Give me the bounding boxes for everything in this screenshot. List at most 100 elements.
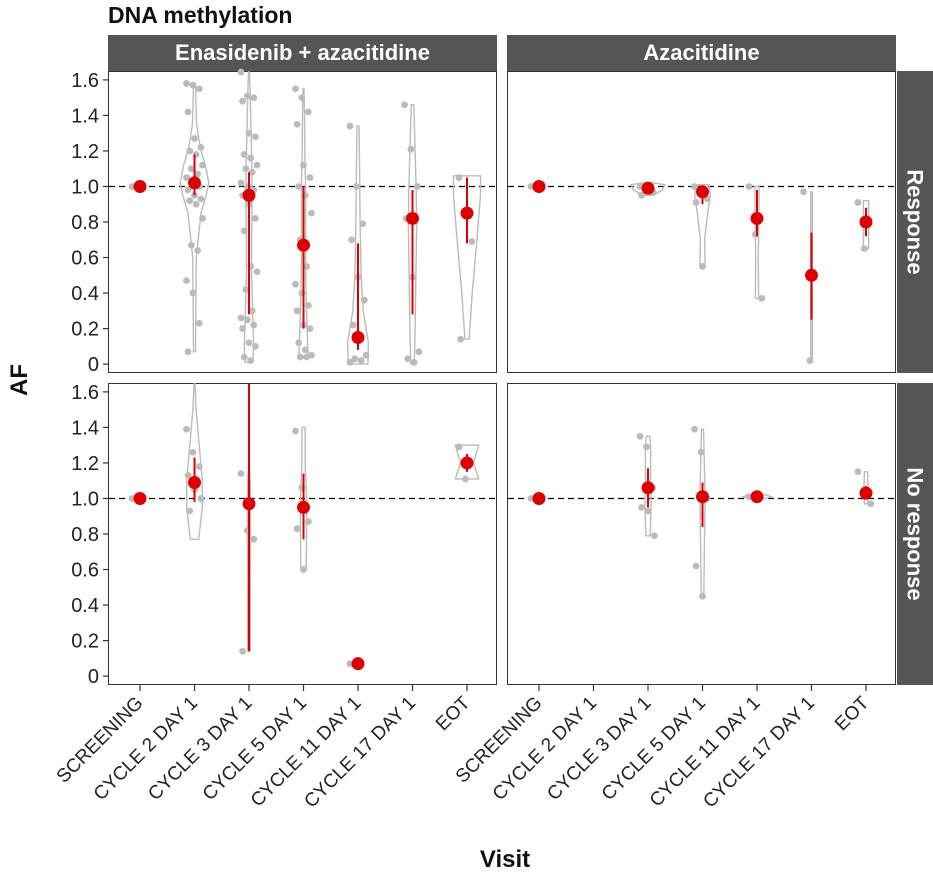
y-tick-label: 0	[88, 354, 99, 376]
point-cycle-3-day-1	[237, 68, 245, 76]
point-eot	[455, 443, 463, 451]
point-cycle-3-day-1	[643, 443, 650, 451]
point-cycle-3-day-1	[636, 432, 644, 440]
point-cycle-5-day-1	[303, 263, 311, 270]
violin-cycle-11-day-1	[754, 185, 760, 300]
point-cycle-5-day-1	[300, 566, 307, 573]
point-cycle-3-day-1	[240, 353, 248, 361]
point-cycle-2-day-1	[186, 147, 194, 155]
point-cycle-5-day-1	[699, 263, 706, 270]
point-cycle-2-day-1	[184, 348, 192, 356]
point-cycle-3-day-1	[252, 133, 259, 141]
point-cycle-17-day-1	[806, 357, 814, 364]
facet-strip-no-response: No response	[897, 383, 933, 685]
mean-marker-cycle-17-day-1	[406, 211, 419, 225]
mean-marker-cycle-17-day-1	[805, 268, 818, 282]
point-cycle-2-day-1	[183, 80, 190, 87]
violin-cycle-17-day-1	[407, 104, 418, 365]
mean-marker-cycle-11-day-1	[750, 490, 764, 504]
point-cycle-5-day-1	[697, 448, 705, 456]
point-cycle-3-day-1	[244, 316, 251, 324]
point-cycle-3-day-1	[253, 268, 261, 276]
point-cycle-11-day-1	[351, 355, 359, 363]
point-screening	[527, 183, 535, 190]
point-cycle-3-day-1	[250, 94, 258, 102]
point-cycle-2-day-1	[192, 200, 200, 208]
mean-marker-screening	[532, 179, 546, 193]
point-cycle-3-day-1	[237, 314, 245, 322]
point-cycle-2-day-1	[195, 85, 203, 93]
point-cycle-2-day-1	[183, 174, 190, 181]
point-cycle-3-day-1	[247, 357, 255, 364]
point-cycle-5-day-1	[292, 427, 299, 435]
point-eot	[462, 475, 469, 483]
point-cycle-11-day-1	[346, 358, 354, 366]
mean-marker-screening	[133, 179, 147, 193]
mean-marker-cycle-5-day-1	[297, 238, 310, 252]
violin-eot	[452, 175, 482, 340]
mean-marker-eot	[460, 456, 474, 470]
point-cycle-2-day-1	[197, 495, 205, 502]
point-cycle-3-day-1	[247, 154, 255, 162]
point-cycle-3-day-1	[245, 129, 253, 137]
point-cycle-2-day-1	[187, 165, 195, 173]
point-cycle-2-day-1	[186, 507, 194, 515]
y-tick-label: 0.2	[71, 319, 99, 341]
point-cycle-2-day-1	[184, 186, 192, 194]
x-axis-label: Visit	[479, 846, 531, 873]
y-tick-label: 1.4	[71, 417, 99, 439]
point-cycle-17-day-1	[410, 358, 418, 366]
y-tick-label: 1.0	[71, 488, 99, 510]
point-cycle-3-day-1	[638, 503, 645, 511]
y-tick-label: 1.0	[71, 176, 99, 198]
y-tick-label: 0.8	[71, 212, 99, 234]
point-cycle-5-day-1	[293, 307, 301, 315]
y-tick-label: 1.2	[71, 141, 99, 163]
mean-marker-screening	[133, 491, 147, 505]
point-cycle-5-day-1	[699, 592, 706, 600]
point-cycle-2-day-1	[197, 143, 205, 151]
facet-strip-azacitidine: Azacitidine	[507, 35, 896, 71]
mean-marker-cycle-3-day-1	[242, 497, 256, 511]
point-cycle-2-day-1	[195, 463, 203, 470]
point-cycle-5-day-1	[304, 302, 312, 309]
point-cycle-17-day-1	[407, 145, 415, 153]
point-cycle-2-day-1	[199, 215, 206, 222]
point-cycle-3-day-1	[248, 307, 256, 315]
chart-title: DNA methylation	[108, 2, 293, 28]
point-cycle-3-day-1	[252, 215, 259, 222]
point-cycle-17-day-1	[415, 348, 423, 356]
x-tick-label: EOT	[831, 692, 874, 735]
point-cycle-3-day-1	[245, 339, 253, 347]
point-cycle-2-day-1	[189, 448, 197, 456]
point-cycle-2-day-1	[195, 319, 203, 327]
point-cycle-5-day-1	[692, 562, 700, 570]
y-tick-label: 0.4	[71, 595, 99, 617]
point-cycle-11-day-1	[349, 321, 357, 329]
point-cycle-11-day-1	[353, 183, 360, 190]
point-cycle-11-day-1	[745, 183, 753, 190]
y-tick-label: 1.6	[71, 70, 99, 92]
mean-marker-eot	[859, 215, 873, 229]
point-cycle-3-day-1	[638, 191, 645, 199]
mean-marker-cycle-5-day-1	[696, 490, 709, 504]
point-cycle-2-day-1	[184, 108, 192, 116]
point-cycle-17-day-1	[404, 355, 412, 363]
y-tick-label: 0.6	[71, 560, 99, 582]
point-cycle-2-day-1	[184, 471, 192, 479]
point-eot	[854, 199, 862, 206]
y-tick-label: 1.4	[71, 105, 99, 127]
point-cycle-3-day-1	[651, 532, 658, 540]
point-cycle-3-day-1	[242, 286, 250, 293]
point-cycle-5-day-1	[308, 209, 315, 217]
point-cycle-2-day-1	[191, 135, 198, 142]
point-cycle-2-day-1	[183, 425, 190, 433]
point-cycle-3-day-1	[240, 227, 248, 235]
point-eot	[867, 500, 875, 508]
point-cycle-2-day-1	[186, 197, 194, 205]
point-cycle-5-day-1	[293, 525, 301, 533]
point-cycle-11-day-1	[346, 122, 354, 130]
point-cycle-5-day-1	[691, 425, 698, 433]
point-cycle-3-day-1	[239, 325, 247, 332]
